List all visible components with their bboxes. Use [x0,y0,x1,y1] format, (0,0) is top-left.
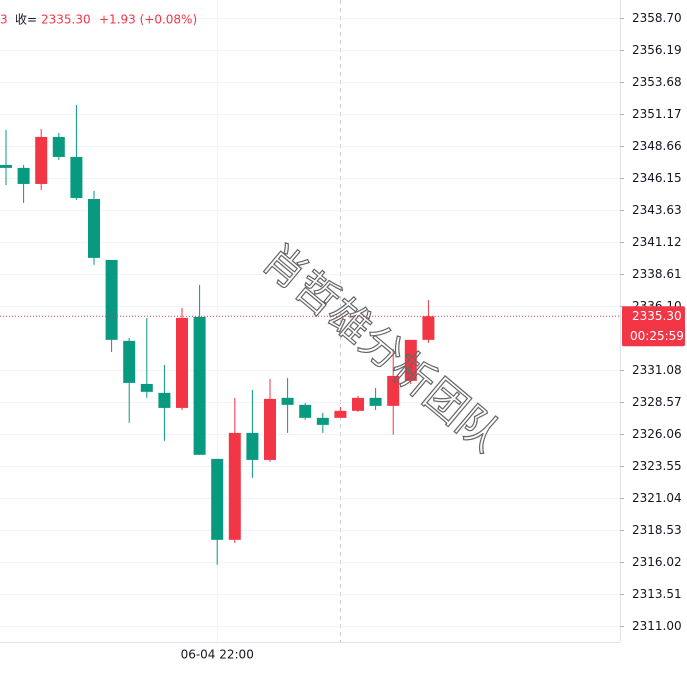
candle-body [264,398,276,460]
grid [0,0,620,642]
y-tick-label: 2358.70 [632,11,682,25]
legend-change: +1.93 (+0.08%) [99,13,197,27]
y-tick-label: 2311.00 [632,619,682,633]
candle-body [316,417,329,425]
candle-body [352,397,364,411]
y-tick-label: 2341.12 [632,235,682,249]
y-tick-label: 2328.57 [632,395,682,409]
legend-prefix: 3 [0,13,8,27]
candle-body [105,259,118,340]
candle-body [387,375,400,406]
y-tick-label: 2351.17 [632,107,682,121]
legend: 3 收= 2335.30 +1.93 (+0.08%) [0,13,197,27]
y-tick-label: 2338.61 [632,267,682,281]
candle-body [52,136,65,157]
price-label: 2335.30 [632,309,682,323]
candle-body [176,317,188,408]
candle-body [281,397,294,405]
y-tick-label: 2313.51 [632,587,682,601]
candle-body [404,339,417,381]
y-tick-label: 2316.02 [632,555,682,569]
y-tick-label: 2356.19 [632,43,682,57]
candles [0,104,435,565]
candle-body [88,198,100,258]
candle-body [211,458,224,540]
x-tick-label: 06-04 22:00 [181,648,254,662]
candle-body [17,167,30,184]
candle-body [228,432,241,540]
candle-body [70,156,83,198]
legend-close-label: 收= [15,13,37,27]
y-tick-label: 2318.53 [632,523,682,537]
candle-body [123,340,136,383]
candle-body [422,316,435,340]
candle-body [246,432,259,460]
y-tick-label: 2323.55 [632,459,682,473]
y-tick-label: 2321.04 [632,491,682,505]
y-tick-label: 2331.08 [632,363,682,377]
candle-body [334,410,347,418]
candle-body [299,404,312,418]
candle-body [369,397,382,406]
y-tick-label: 2348.66 [632,139,682,153]
candle-body [0,164,12,168]
y-tick-label: 2353.68 [632,75,682,89]
y-tick-label: 2343.63 [632,203,682,217]
price-label-bg [622,306,685,347]
candle-body [140,383,153,392]
y-tick-label: 2346.15 [632,171,682,185]
countdown: 00:25:59 [630,329,684,343]
candle-body [158,392,171,408]
watermark: 肖哲雄分析团队 [254,234,511,461]
candle-body [193,316,206,455]
y-tick-label: 2326.06 [632,427,682,441]
candle-body [35,136,48,184]
legend-close: 2335.30 [41,13,91,27]
